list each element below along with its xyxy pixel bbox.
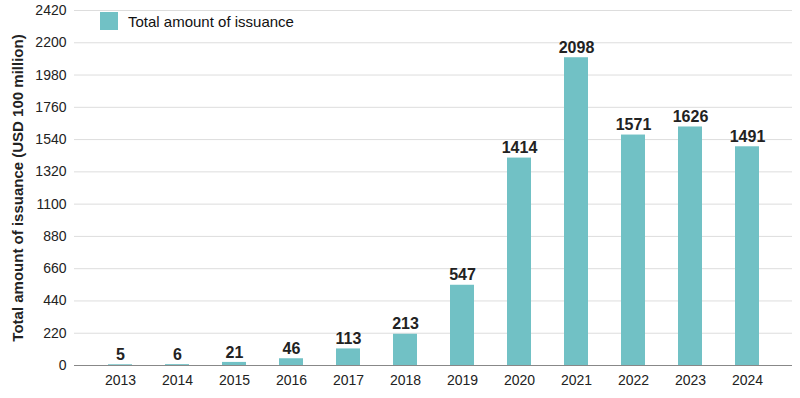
svg-text:2020: 2020 — [504, 372, 535, 388]
svg-text:1540: 1540 — [35, 131, 66, 147]
svg-text:2024: 2024 — [732, 372, 763, 388]
svg-text:1491: 1491 — [730, 128, 766, 145]
svg-text:2018: 2018 — [390, 372, 421, 388]
svg-text:2019: 2019 — [447, 372, 478, 388]
svg-text:46: 46 — [283, 340, 301, 357]
svg-text:2021: 2021 — [561, 372, 592, 388]
svg-text:21: 21 — [226, 344, 244, 361]
svg-text:2023: 2023 — [675, 372, 706, 388]
svg-text:547: 547 — [449, 266, 476, 283]
svg-text:2014: 2014 — [162, 372, 193, 388]
svg-text:1100: 1100 — [36, 196, 66, 212]
svg-text:0: 0 — [59, 357, 67, 373]
svg-text:1980: 1980 — [35, 67, 66, 83]
svg-text:440: 440 — [43, 292, 67, 308]
svg-text:2016: 2016 — [276, 372, 307, 388]
svg-text:1320: 1320 — [35, 163, 66, 179]
svg-text:1414: 1414 — [502, 139, 538, 156]
svg-text:2098: 2098 — [559, 39, 595, 56]
svg-text:5: 5 — [116, 346, 125, 363]
svg-text:113: 113 — [336, 330, 362, 347]
svg-text:2015: 2015 — [219, 372, 250, 388]
svg-text:1571: 1571 — [616, 116, 652, 133]
html-text:Total amount of issuance: Total amount of issuance — [128, 12, 294, 30]
svg-text:2420: 2420 — [35, 2, 66, 18]
svg-text:880: 880 — [43, 228, 67, 244]
svg-text:6: 6 — [173, 346, 182, 363]
svg-text:Total amount of issuance (USD: Total amount of issuance (USD 100 millio… — [9, 34, 26, 341]
svg-text:2022: 2022 — [618, 372, 649, 388]
svg-text:660: 660 — [43, 260, 67, 276]
svg-text:2017: 2017 — [333, 372, 364, 388]
svg-text:1626: 1626 — [673, 108, 709, 125]
svg-text:1760: 1760 — [35, 99, 66, 115]
svg-text:220: 220 — [43, 325, 67, 341]
svg-text:213: 213 — [392, 315, 419, 332]
svg-text:2013: 2013 — [105, 372, 136, 388]
svg-text:2200: 2200 — [35, 34, 66, 50]
